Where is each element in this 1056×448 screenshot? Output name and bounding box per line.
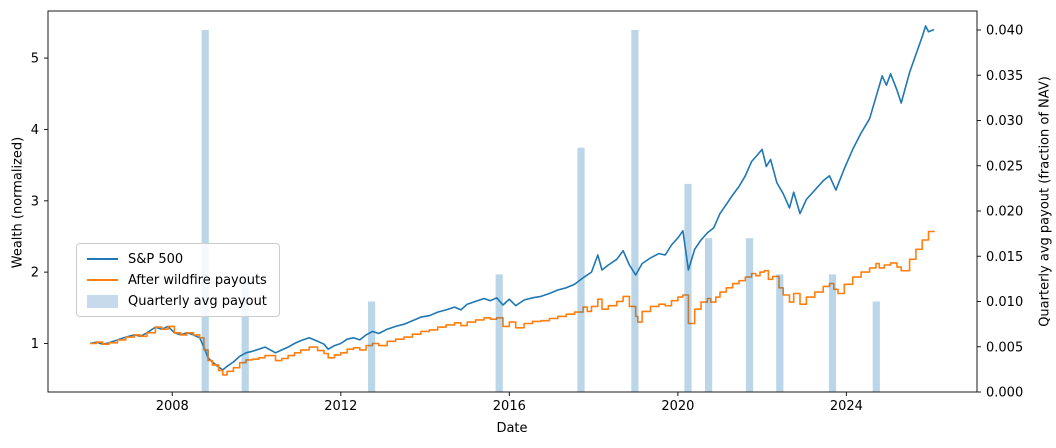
legend-label-sp500: S&P 500 (128, 251, 184, 267)
right-axis-title: Quarterly avg payout (fraction of NAV) (1037, 76, 1053, 327)
sp500-line (89, 25, 935, 371)
legend-entry-payout-bars: Quarterly avg payout (87, 293, 267, 309)
after-payouts-line (90, 230, 935, 376)
y-right-tick-label: 0.030 (986, 114, 1023, 129)
plot-frame (47, 10, 978, 393)
y-right-tick-label: 0.035 (986, 69, 1023, 84)
y-left-tick-label: 4 (31, 123, 39, 138)
legend-entry-sp500: S&P 500 (87, 251, 267, 267)
payout-bar (776, 274, 784, 392)
y-right-tick-label: 0.005 (986, 340, 1023, 355)
x-axis-title: Date (496, 421, 528, 436)
y-right-tick-label: 0.015 (986, 250, 1023, 265)
left-axis-title: Wealth (normalized) (10, 136, 26, 269)
payout-bar (705, 238, 713, 392)
payout-bar (631, 30, 639, 392)
y-left-tick-label: 2 (31, 266, 39, 281)
payout-bar (745, 238, 754, 392)
payout-bar (201, 30, 209, 392)
payout-bar (241, 274, 249, 392)
x-tick-label: 2020 (661, 399, 694, 414)
y-left-tick-label: 5 (31, 52, 39, 67)
x-tick-label: 2012 (324, 399, 357, 414)
y-right-tick-label: 0.040 (986, 24, 1023, 39)
payout-bar (872, 301, 880, 392)
y-left-tick-label: 1 (31, 337, 39, 352)
legend-entry-after-payouts: After wildfire payouts (87, 272, 267, 288)
x-tick-label: 2008 (156, 399, 189, 414)
payout-bar (828, 274, 837, 392)
legend-label-after-payouts: After wildfire payouts (128, 272, 267, 288)
y-right-tick-label: 0.010 (986, 295, 1023, 310)
payout-bar-swatch-icon (87, 294, 118, 308)
payout-bar (577, 147, 585, 392)
y-left-tick-label: 3 (31, 194, 39, 209)
y-right-tick-label: 0.000 (986, 386, 1023, 401)
after-payouts-line-swatch-icon (87, 279, 118, 281)
legend: S&P 500 After wildfire payouts Quarterly… (76, 243, 280, 317)
sp500-line-swatch-icon (87, 258, 118, 260)
payout-bar (684, 183, 692, 392)
y-right-tick-label: 0.025 (986, 159, 1023, 174)
payout-bar (368, 301, 376, 392)
payout-bar (495, 274, 503, 392)
y-right-tick-label: 0.020 (986, 205, 1023, 220)
x-tick-label: 2016 (493, 399, 526, 414)
legend-label-payout-bars: Quarterly avg payout (128, 293, 267, 309)
x-tick-label: 2024 (830, 399, 863, 414)
